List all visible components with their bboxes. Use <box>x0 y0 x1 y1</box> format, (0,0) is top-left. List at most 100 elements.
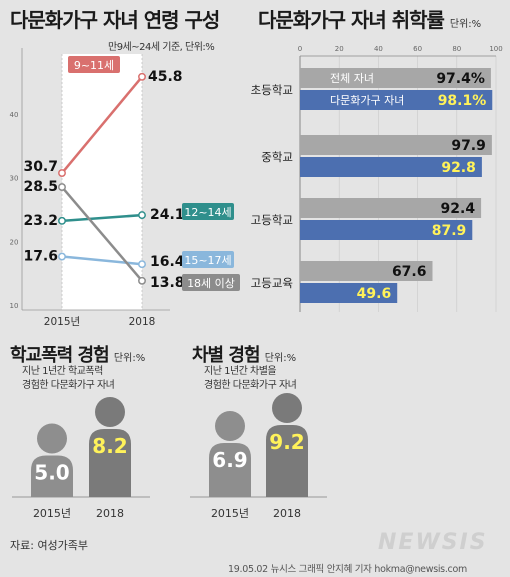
enroll-value-0-1: 98.1% <box>438 93 487 109</box>
enroll-series-label-0: 전체 자녀 <box>330 72 374 85</box>
age-legend-badge-1 <box>182 203 234 220</box>
enroll-value-3-1: 49.6 <box>357 286 392 302</box>
enroll-category-3: 고등교육 <box>251 276 293 290</box>
age-line-3 <box>61 186 143 282</box>
age-x-tick-1: 2018 <box>129 316 156 328</box>
age-label-1-1: 24.1 <box>150 207 185 223</box>
violence-desc-line2: 경험한 다문화가구 자녀 <box>22 380 115 391</box>
violence-unit: 단위:% <box>113 353 146 364</box>
age-point-3-0 <box>58 183 66 192</box>
enroll-bar-0-0 <box>300 68 491 88</box>
discrimination-value-1: 9.2 <box>269 430 304 454</box>
enroll-bar-1-1 <box>300 157 482 177</box>
discrimination-x-tick-1: 2018 <box>273 507 301 520</box>
age-legend-label-1: 12~14세 <box>184 206 231 219</box>
violence-figure-0-head <box>37 423 67 454</box>
enroll-chart-title-text: 다문화가구 자녀 취학률 <box>258 8 445 32</box>
age-point-2-1 <box>138 260 146 269</box>
enroll-x-tick-3: 60 <box>413 45 422 53</box>
discrimination-figure-0-body <box>209 443 251 497</box>
enroll-value-3-0: 67.6 <box>392 264 427 280</box>
age-point-3-1 <box>138 276 146 285</box>
violence-x-tick-1: 2018 <box>96 507 124 520</box>
age-legend-badge-2 <box>182 251 234 268</box>
age-chart-subtitle: 만9세~24세 기준, 단위:% <box>108 42 215 53</box>
enroll-value-1-1: 92.8 <box>441 160 476 176</box>
enroll-x-tick-2: 40 <box>374 45 383 53</box>
age-y-tick-1: 20 <box>10 238 19 246</box>
violence-desc-line1: 지난 1년간 학교폭력 <box>22 366 103 377</box>
age-point-0-1 <box>138 72 146 81</box>
discrimination-desc-line1: 지난 1년간 차별을 <box>204 366 277 377</box>
age-y-tick-2: 30 <box>10 175 19 183</box>
violence-figure-1-head <box>95 397 125 427</box>
discrimination-figure-1-body <box>266 425 308 497</box>
discrimination-desc-line2: 경험한 다문화가구 자녀 <box>204 380 297 391</box>
enroll-bar-3-0 <box>300 261 433 281</box>
violence-title-text: 학교폭력 경험 <box>10 345 110 366</box>
discrimination-title: 차별 경험 단위:% <box>192 341 296 367</box>
age-legend-badge-0 <box>68 56 120 73</box>
violence-value-0: 5.0 <box>34 461 69 485</box>
enroll-bar-2-1 <box>300 220 473 240</box>
discrimination-unit: 단위:% <box>264 353 297 364</box>
enroll-value-2-1: 87.9 <box>432 223 467 239</box>
age-label-3-1: 13.8 <box>150 275 185 291</box>
source-note: 자료: 여성가족부 <box>10 539 89 552</box>
age-y-tick-3: 40 <box>10 111 19 119</box>
enroll-category-2: 고등학교 <box>251 213 293 227</box>
age-point-1-0 <box>58 216 66 225</box>
discrimination-title-text: 차별 경험 <box>192 345 261 366</box>
discrimination-figure-1-head <box>272 393 302 423</box>
age-line-2 <box>61 255 143 266</box>
credit-line: 19.05.02 뉴시스 그래픽 안지혜 기자 hokma@newsis.com <box>228 564 467 575</box>
violence-figure-1 <box>89 397 131 497</box>
age-legend-badge-3 <box>182 274 240 291</box>
age-y-tick-0: 10 <box>10 302 19 310</box>
enroll-series-label-1: 다문화가구 자녀 <box>330 94 404 107</box>
age-line-1 <box>61 213 143 223</box>
age-legend-label-2: 15~17세 <box>184 254 231 267</box>
age-label-3-0: 28.5 <box>23 179 58 195</box>
violence-title: 학교폭력 경험 단위:% <box>10 341 145 367</box>
enroll-value-2-0: 92.4 <box>441 201 476 217</box>
age-legend-label-0: 9~11세 <box>74 59 114 72</box>
violence-description: 지난 1년간 학교폭력 경험한 다문화가구 자녀 <box>22 365 115 393</box>
age-point-2-0 <box>58 252 66 261</box>
age-point-1-1 <box>138 211 146 220</box>
newsis-watermark: NEWSIS <box>378 530 488 555</box>
age-label-0-1: 45.8 <box>148 69 183 85</box>
age-point-0-0 <box>58 169 66 177</box>
violence-figure-0-body <box>31 455 73 497</box>
enroll-bar-0-1 <box>300 90 493 110</box>
enroll-category-1: 중학교 <box>261 150 293 164</box>
enroll-x-tick-4: 80 <box>452 45 461 53</box>
violence-value-1: 8.2 <box>92 434 127 458</box>
violence-x-tick-0: 2015년 <box>33 507 71 520</box>
enroll-chart-unit: 단위:% <box>449 19 482 30</box>
enroll-bar-1-0 <box>300 135 492 155</box>
age-label-0-0: 30.7 <box>23 159 58 175</box>
discrimination-x-tick-0: 2015년 <box>211 507 249 520</box>
enroll-category-0: 초등학교 <box>251 83 293 97</box>
enroll-bar-2-0 <box>300 198 482 218</box>
violence-figure-1-body <box>89 429 131 497</box>
age-label-1-0: 23.2 <box>23 213 58 229</box>
enroll-bar-3-1 <box>300 283 398 303</box>
age-x-tick-0: 2015년 <box>44 316 80 328</box>
enroll-x-tick-5: 100 <box>489 45 502 53</box>
enroll-x-tick-0: 0 <box>298 45 302 53</box>
discrimination-value-0: 6.9 <box>212 448 247 472</box>
enroll-x-tick-1: 20 <box>335 45 344 53</box>
discrimination-figure-0-head <box>215 411 245 441</box>
enroll-chart-title: 다문화가구 자녀 취학률 단위:% <box>258 4 481 33</box>
age-chart-title: 다문화가구 자녀 연령 구성 <box>10 8 220 32</box>
enroll-value-0-0: 97.4% <box>436 71 485 87</box>
age-plot-panel <box>62 54 142 310</box>
discrimination-figure-1 <box>266 393 308 497</box>
age-line-0 <box>61 75 143 174</box>
age-legend-label-3: 18세 이상 <box>187 277 235 290</box>
enroll-value-1-0: 97.9 <box>451 138 486 154</box>
age-label-2-1: 16.4 <box>150 254 185 270</box>
